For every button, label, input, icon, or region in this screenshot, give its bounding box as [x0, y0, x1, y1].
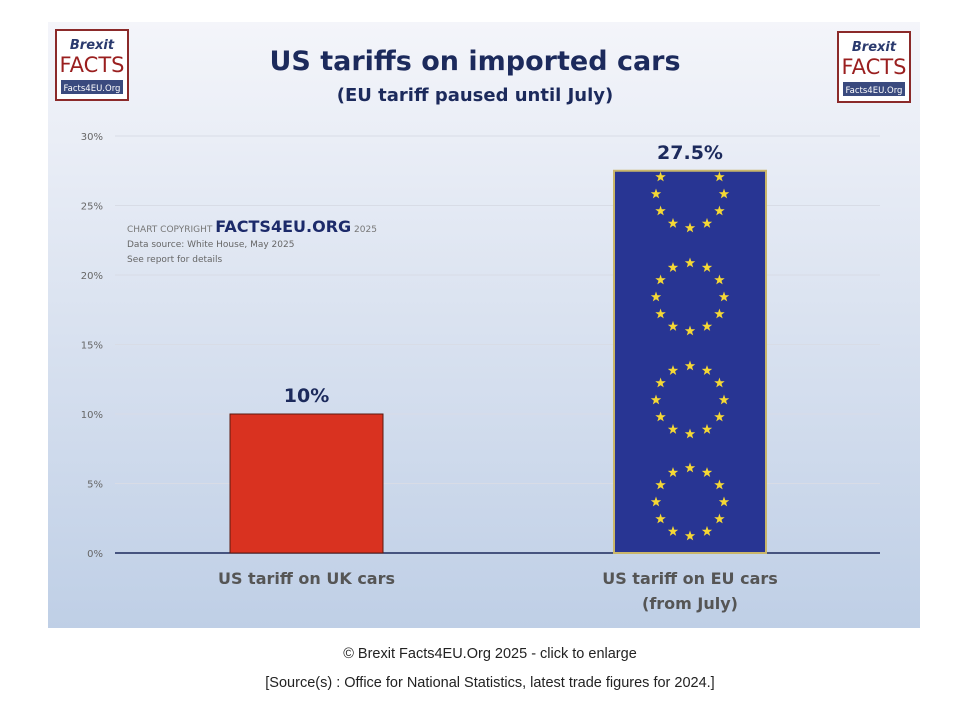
star-icon — [701, 262, 713, 272]
watermark-year: 2025 — [354, 225, 377, 235]
star-icon — [667, 467, 679, 477]
svg-text:Brexit: Brexit — [852, 40, 897, 55]
star-icon — [714, 308, 725, 319]
chart-title: US tariffs on imported cars — [269, 46, 680, 77]
star-icon — [655, 377, 666, 388]
star-icon — [684, 360, 696, 371]
svg-text:FACTS: FACTS — [842, 55, 907, 79]
star-icon — [650, 188, 662, 199]
x-tick-label: US tariff on EU cars — [602, 569, 778, 588]
source-line: [Source(s) : Office for National Statist… — [265, 675, 715, 691]
star-icon — [650, 291, 662, 302]
star-icon — [684, 222, 696, 233]
eu-stars — [650, 171, 730, 541]
star-icon — [655, 308, 666, 319]
svg-text:CHART COPYRIGHT FACTS4EU.ORG 2: CHART COPYRIGHT FACTS4EU.ORG 2025 — [127, 217, 377, 236]
watermark-note: See report for details — [127, 255, 223, 265]
y-tick-label: 10% — [81, 410, 103, 421]
watermark: CHART COPYRIGHT FACTS4EU.ORG 2025 Data s… — [127, 217, 377, 265]
watermark-source: Data source: White House, May 2025 — [127, 240, 294, 250]
svg-text:Facts4EU.Org: Facts4EU.Org — [64, 84, 121, 94]
star-icon — [684, 462, 696, 473]
y-tick-label: 15% — [81, 341, 103, 352]
x-tick-label: (from July) — [642, 594, 738, 613]
star-icon — [655, 411, 666, 422]
svg-text:Brexit: Brexit — [70, 38, 115, 53]
svg-text:FACTS: FACTS — [60, 53, 125, 77]
y-tick-label: 25% — [81, 202, 103, 213]
y-tick-label: 30% — [81, 132, 103, 143]
star-icon — [714, 274, 725, 285]
star-icon — [718, 394, 730, 405]
star-icon — [655, 513, 666, 524]
star-icon — [684, 325, 696, 336]
star-icon — [714, 377, 725, 388]
star-icon — [701, 423, 713, 434]
watermark-brand: FACTS4EU.ORG — [215, 217, 351, 236]
caption-link[interactable]: © Brexit Facts4EU.Org 2025 - click to en… — [343, 646, 637, 662]
star-icon — [667, 423, 679, 434]
chart-subtitle: (EU tariff paused until July) — [337, 85, 613, 106]
chart-background — [48, 22, 920, 628]
star-icon — [667, 320, 679, 331]
x-tick-label: US tariff on UK cars — [218, 569, 395, 588]
star-icon — [714, 205, 725, 216]
y-tick-label: 5% — [87, 480, 103, 491]
star-icon — [655, 274, 666, 285]
star-icon — [718, 188, 730, 199]
star-icon — [667, 365, 679, 375]
star-icon — [667, 217, 679, 228]
bar[interactable] — [229, 413, 384, 554]
star-icon — [701, 467, 713, 477]
data-label: 10% — [284, 385, 329, 407]
star-icon — [684, 257, 696, 268]
star-icon — [684, 428, 696, 439]
star-icon — [655, 171, 666, 182]
y-tick-label: 20% — [81, 271, 103, 282]
star-icon — [655, 205, 666, 216]
star-icon — [667, 525, 679, 536]
star-icon — [684, 530, 696, 541]
star-icon — [714, 171, 725, 182]
star-icon — [650, 394, 662, 405]
star-icon — [714, 479, 725, 490]
star-icon — [714, 513, 725, 524]
svg-text:Facts4EU.Org: Facts4EU.Org — [846, 86, 903, 96]
data-label: 27.5% — [657, 142, 723, 164]
y-tick-label: 0% — [87, 549, 103, 560]
star-icon — [714, 411, 725, 422]
star-icon — [667, 262, 679, 272]
star-icon — [701, 217, 713, 228]
star-icon — [701, 525, 713, 536]
star-icon — [718, 291, 730, 302]
star-icon — [655, 479, 666, 490]
star-icon — [718, 496, 730, 507]
star-icon — [701, 365, 713, 375]
watermark-prefix: CHART COPYRIGHT — [127, 225, 213, 235]
star-icon — [650, 496, 662, 507]
star-icon — [701, 320, 713, 331]
